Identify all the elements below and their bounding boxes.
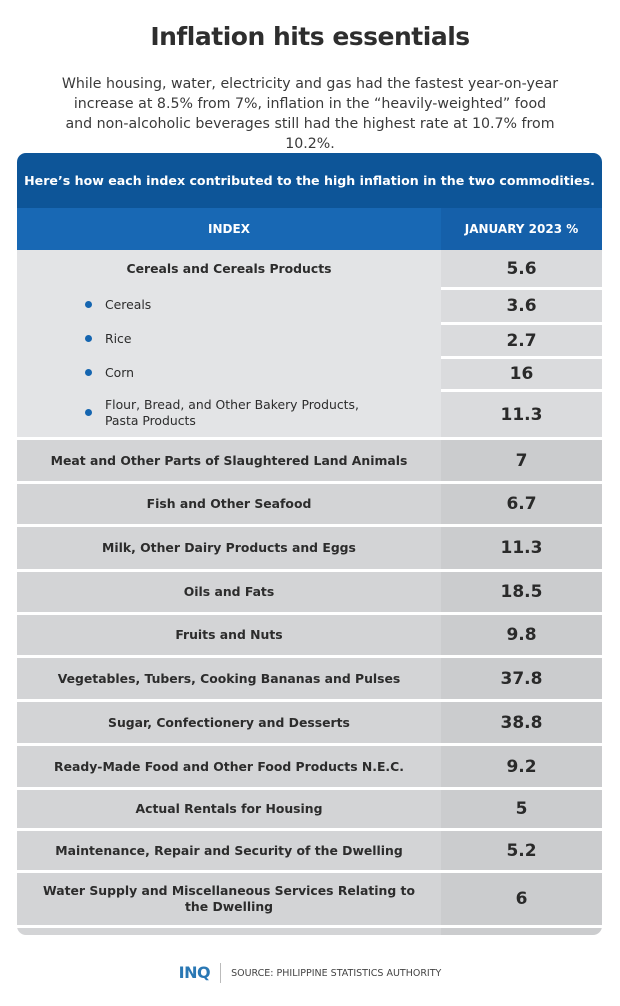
table-row: Cereals and Cereals Products 5.6: [17, 250, 602, 287]
row-value: 15.9: [441, 928, 602, 935]
table-row: Fish and Other Seafood 6.7: [17, 481, 602, 524]
row-label-cell: Milk, Other Dairy Products and Eggs: [17, 527, 441, 569]
row-value: 9.2: [441, 746, 602, 787]
table-row: Flour, Bread, and Other Bakery Products,…: [17, 389, 602, 437]
row-label-cell: Maintenance, Repair and Security of the …: [17, 831, 441, 870]
inflation-table: Here’s how each index contributed to the…: [17, 153, 602, 935]
table-row: Corn 16: [17, 356, 602, 389]
table-row: Sugar, Confectionery and Desserts 38.8: [17, 699, 602, 743]
row-value: 9.8: [441, 615, 602, 655]
row-label-cell: Corn: [17, 356, 441, 389]
table-row: Meat and Other Parts of Slaughtered Land…: [17, 437, 602, 481]
row-value: 11.3: [441, 527, 602, 569]
row-value: 38.8: [441, 702, 602, 743]
row-label: Cereals: [105, 296, 152, 312]
table-row: Actual Rentals for Housing 5: [17, 787, 602, 828]
row-value: 16: [441, 356, 602, 389]
bullet-icon: [85, 300, 92, 308]
row-label-cell: Vegetables, Tubers, Cooking Bananas and …: [17, 658, 441, 699]
table-row: Electricity, Gas and Other Fuels15.9: [17, 925, 602, 935]
table-row: Maintenance, Repair and Security of the …: [17, 828, 602, 870]
row-label-cell: Fruits and Nuts: [17, 615, 441, 655]
row-label: Water Supply and Miscellaneous Services …: [43, 883, 415, 914]
row-value: 5: [441, 790, 602, 828]
row-label: Corn: [105, 364, 134, 380]
column-header-index: INDEX: [17, 208, 441, 250]
row-label: Maintenance, Repair and Security of the …: [55, 842, 403, 858]
table-row: Vegetables, Tubers, Cooking Bananas and …: [17, 655, 602, 699]
row-value: 5.6: [441, 250, 602, 287]
bullet-icon: [85, 368, 92, 376]
table-header: INDEX JANUARY 2023 %: [17, 208, 602, 250]
table-banner: Here’s how each index contributed to the…: [17, 153, 602, 208]
row-label: Cereals and Cereals Products: [126, 260, 332, 276]
row-label-cell: Actual Rentals for Housing: [17, 790, 441, 828]
row-label-cell: Oils and Fats: [17, 572, 441, 612]
row-label-cell: Water Supply and Miscellaneous Services …: [17, 873, 441, 925]
row-label: Meat and Other Parts of Slaughtered Land…: [50, 452, 408, 468]
footer: INQ SOURCE: PHILIPPINE STATISTICS AUTHOR…: [0, 963, 620, 983]
row-label-cell: Electricity, Gas and Other Fuels: [17, 928, 441, 935]
row-label: Rice: [105, 331, 132, 346]
table-row: Cereals 3.6: [17, 287, 602, 322]
bullet-icon: [85, 335, 92, 342]
row-value: 11.3: [441, 389, 602, 437]
row-value: 37.8: [441, 658, 602, 699]
table-row: Water Supply and Miscellaneous Services …: [17, 870, 602, 925]
row-value: 7: [441, 440, 602, 481]
row-label-cell: Fish and Other Seafood: [17, 484, 441, 524]
column-header-january-2023: JANUARY 2023 %: [441, 208, 602, 250]
table-row: Rice 2.7: [17, 322, 602, 356]
row-label: Fish and Other Seafood: [146, 496, 312, 511]
row-label-cell: Cereals and Cereals Products: [17, 250, 441, 287]
row-label-cell: Meat and Other Parts of Slaughtered Land…: [17, 440, 441, 481]
subtitle: While housing, water, electricity and ga…: [61, 76, 559, 152]
row-value: 6.7: [441, 484, 602, 524]
row-label-cell: Sugar, Confectionery and Desserts: [17, 702, 441, 743]
table-row: Fruits and Nuts 9.8: [17, 612, 602, 655]
row-label: Ready-Made Food and Other Food Products …: [54, 758, 404, 774]
row-label: Vegetables, Tubers, Cooking Bananas and …: [57, 670, 401, 686]
row-label-cell: Ready-Made Food and Other Food Products …: [17, 746, 441, 787]
row-label: Flour, Bread, and Other Bakery Products,…: [105, 397, 359, 428]
row-value: 6: [441, 873, 602, 925]
source-note: SOURCE: PHILIPPINE STATISTICS AUTHORITY: [231, 967, 442, 979]
row-label-cell: Rice: [17, 322, 441, 356]
row-label-cell: Cereals: [17, 287, 441, 322]
row-value: 18.5: [441, 572, 602, 612]
table-row: Oils and Fats 18.5: [17, 569, 602, 612]
row-label: Oils and Fats: [183, 584, 275, 599]
table-row: Ready-Made Food and Other Food Products …: [17, 743, 602, 787]
page-title: Inflation hits essentials: [150, 22, 470, 51]
row-label-cell: Flour, Bread, and Other Bakery Products,…: [17, 389, 441, 437]
row-label: Sugar, Confectionery and Desserts: [108, 714, 350, 730]
row-label: Actual Rentals for Housing: [135, 801, 323, 816]
row-value: 3.6: [441, 287, 602, 322]
row-value: 5.2: [441, 831, 602, 870]
inq-logo: INQ: [179, 963, 222, 983]
table-body: Cereals and Cereals Products 5.6 Cereals 3.…: [17, 250, 602, 935]
bullet-icon: [85, 409, 92, 416]
row-label: Fruits and Nuts: [175, 627, 283, 642]
table-row: Milk, Other Dairy Products and Eggs 11.3: [17, 524, 602, 569]
row-value: 2.7: [441, 322, 602, 356]
row-label: Milk, Other Dairy Products and Eggs: [102, 540, 356, 555]
